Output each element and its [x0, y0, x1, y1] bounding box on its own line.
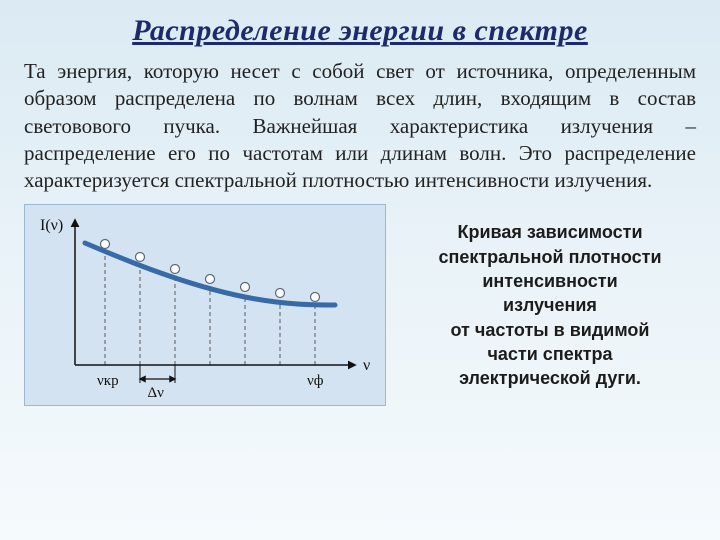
caption-line: Кривая зависимости	[457, 222, 642, 242]
svg-text:νкр: νкр	[97, 373, 119, 389]
slide-title: Распределение энергии в спектре	[24, 14, 696, 48]
chart-caption: Кривая зависимости спектральной плотност…	[404, 220, 696, 390]
caption-line: интенсивности	[482, 271, 617, 291]
caption-line: спектральной плотности	[438, 247, 661, 267]
body-paragraph: Та энергия, которую несет с собой свет о…	[24, 58, 696, 194]
lower-row: I(ν) νкр νф ν Δν Кривая зависимости спектрал…	[24, 204, 696, 406]
svg-text:ν: ν	[363, 357, 370, 374]
svg-text:νф: νф	[307, 373, 324, 389]
svg-text:I(ν): I(ν)	[40, 217, 63, 234]
svg-text:Δν: Δν	[148, 385, 165, 401]
caption-line: части спектра	[487, 344, 612, 364]
caption-line: излучения	[503, 295, 597, 315]
caption-line: электрической дуги.	[459, 368, 641, 388]
caption-line: от частоты в видимой	[451, 320, 650, 340]
spectral-density-chart: I(ν) νкр νф ν Δν	[24, 204, 386, 406]
